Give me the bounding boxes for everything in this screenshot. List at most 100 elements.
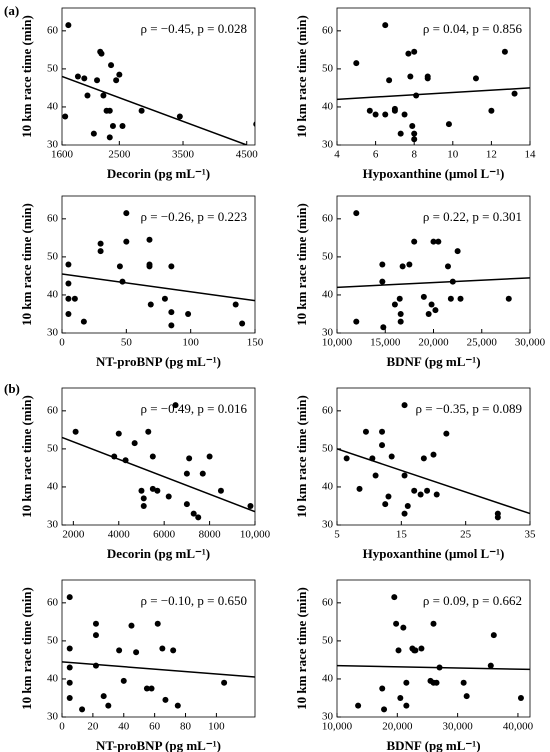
trend-line: [62, 436, 255, 513]
point: [403, 702, 410, 709]
point: [66, 664, 73, 671]
point: [159, 645, 166, 652]
point: [409, 122, 416, 129]
point: [353, 60, 360, 67]
point: [176, 113, 183, 120]
y-tick-label: 50: [322, 250, 334, 262]
point: [253, 121, 255, 127]
point: [386, 77, 393, 84]
point: [199, 470, 206, 477]
point: [433, 679, 440, 686]
point: [183, 470, 190, 477]
point: [382, 111, 389, 118]
x-tick-label: 4500: [236, 149, 259, 161]
plot-frame: [61, 579, 256, 718]
y-tick-label: 50: [47, 62, 59, 74]
y-tick-label: 40: [47, 288, 59, 300]
x-tick-label: 15,000: [370, 337, 401, 349]
plot-area: [62, 22, 255, 145]
point: [420, 455, 427, 462]
x-tick-label: 40: [118, 721, 130, 733]
y-axis-label: 10 km race time (min): [19, 587, 34, 710]
point: [401, 472, 408, 479]
point: [119, 122, 126, 129]
point: [397, 130, 404, 137]
point: [487, 662, 494, 669]
x-tick-label: 10,000: [240, 529, 271, 541]
plot-area: [337, 402, 530, 521]
y-tick-label: 60: [322, 212, 334, 224]
y-tick-label: 30: [47, 519, 59, 531]
x-tick-label: 35: [525, 529, 537, 541]
x-axis-label: BDNF (pg mL⁻¹): [386, 354, 480, 369]
point: [147, 301, 154, 308]
annotation: ρ = 0.09, p = 0.662: [423, 593, 522, 608]
point: [65, 280, 72, 287]
annotation: ρ = −0.49, p = 0.016: [141, 401, 248, 416]
x-tick-label: 12: [486, 149, 497, 161]
x-tick-label: 20,000: [382, 721, 413, 733]
point: [71, 295, 78, 302]
point: [401, 111, 408, 118]
trend-line: [337, 664, 530, 671]
point: [425, 310, 432, 317]
y-tick-label: 30: [47, 139, 59, 151]
point: [401, 402, 408, 409]
point: [123, 210, 130, 217]
annotation: ρ = 0.22, p = 0.301: [423, 209, 522, 224]
point: [92, 662, 99, 669]
point: [445, 121, 452, 128]
panel-label: (a): [4, 3, 19, 18]
point: [148, 685, 155, 692]
trend-line: [337, 448, 530, 515]
x-axis-label: NT-proBNP (pg mL⁻¹): [96, 738, 221, 752]
point: [217, 487, 224, 494]
point: [379, 685, 386, 692]
y-tick-label: 60: [47, 212, 59, 224]
point: [391, 301, 398, 308]
point: [100, 693, 107, 700]
point: [411, 48, 418, 55]
point: [65, 261, 72, 268]
point: [380, 324, 387, 331]
point: [385, 493, 392, 500]
y-tick-label: 30: [47, 327, 59, 339]
y-tick-label: 60: [47, 404, 59, 416]
point: [133, 649, 140, 656]
point: [84, 92, 91, 99]
x-tick-label: 80: [180, 721, 192, 733]
point: [206, 453, 213, 460]
point: [62, 113, 69, 120]
point: [411, 238, 418, 245]
point: [407, 73, 414, 80]
y-tick-label: 60: [322, 404, 334, 416]
y-tick-label: 60: [47, 596, 59, 608]
point: [430, 238, 437, 245]
plot-area: [62, 594, 255, 713]
panel-label: (b): [4, 381, 20, 396]
point: [140, 502, 147, 509]
point: [108, 62, 115, 69]
point: [195, 514, 202, 521]
point: [183, 501, 190, 508]
point: [517, 694, 524, 701]
point: [221, 679, 228, 686]
point: [143, 685, 150, 692]
y-tick-label: 50: [322, 634, 334, 646]
x-tick-label: 15: [396, 529, 408, 541]
x-tick-label: 10,000: [322, 337, 353, 349]
point: [494, 514, 501, 521]
point: [128, 622, 135, 629]
y-axis-label: 10 km race time (min): [294, 203, 309, 326]
point: [418, 645, 425, 652]
point: [92, 632, 99, 639]
point: [488, 107, 495, 114]
point: [501, 48, 508, 55]
y-axis-label: 10 km race time (min): [294, 395, 309, 518]
y-tick-label: 50: [47, 442, 59, 454]
point: [412, 647, 419, 654]
x-axis-label: NT-proBNP (pg mL⁻¹): [96, 354, 221, 369]
y-tick-label: 50: [322, 442, 334, 454]
point: [123, 238, 130, 245]
